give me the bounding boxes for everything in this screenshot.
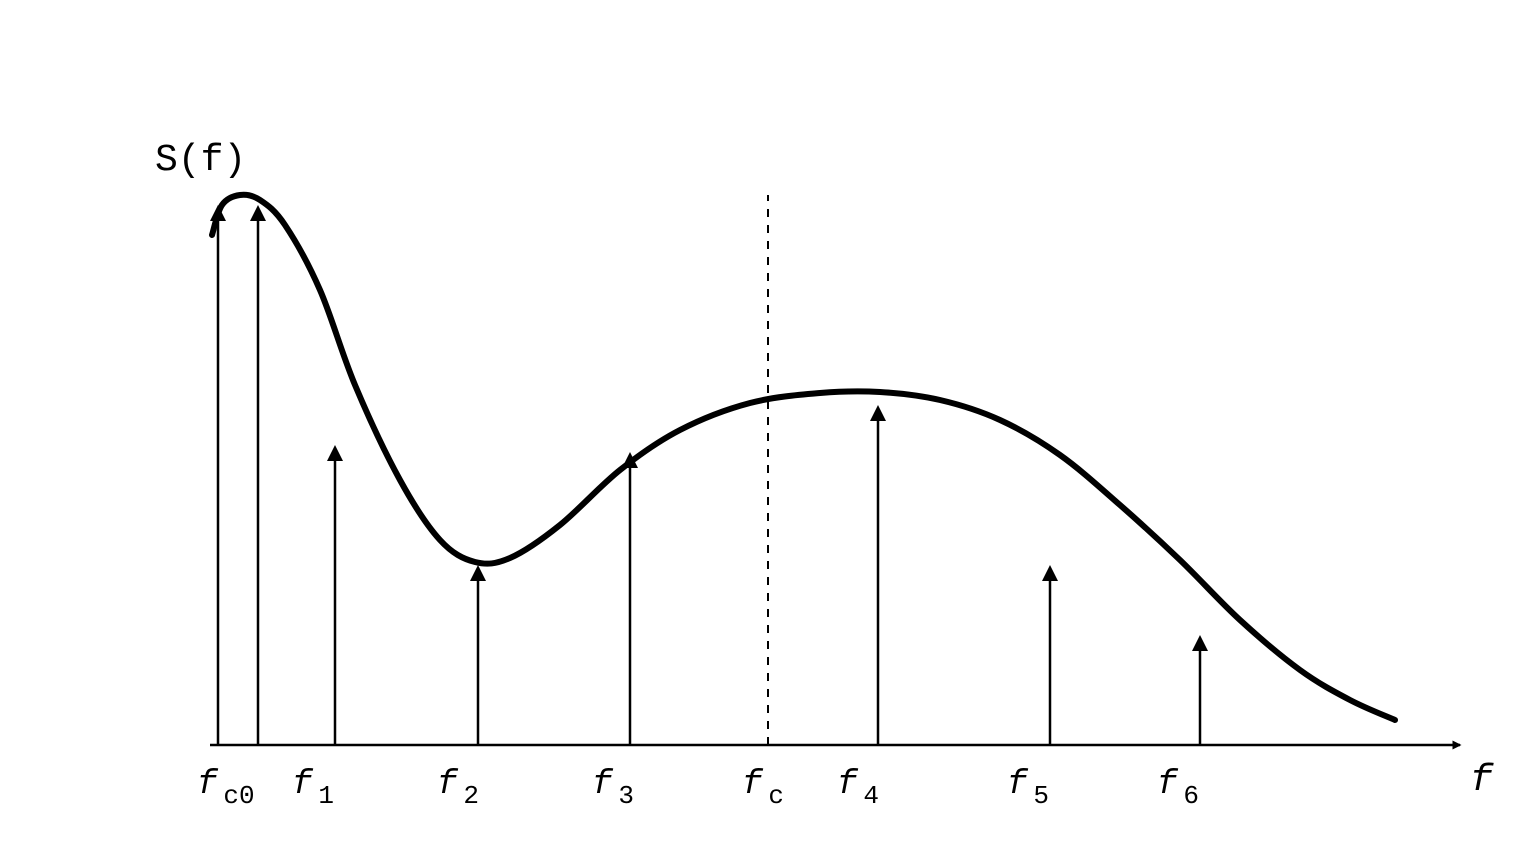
sample-arrowhead-f4 [870,405,886,421]
y-axis-title: S(f) [155,139,246,182]
sample-arrowhead-f6 [1192,635,1208,651]
sample-arrowhead-f5 [1042,565,1058,581]
x-tick-label-fc0: fc0 [197,766,255,811]
x-axis-title: f [1470,759,1494,802]
spectrum-curve [212,195,1395,720]
x-tick-label-f4: f4 [837,766,879,811]
x-tick-label-f6: f6 [1157,766,1199,811]
x-tick-label-f3: f3 [592,766,634,811]
sample-arrowhead-f2 [470,565,486,581]
spectrum-chart: S(f) f fc0 f1 f2 f3 fc f4 f5 f6 [0,0,1536,867]
x-tick-label-f2: f2 [437,766,479,811]
x-tick-label-f5: f5 [1007,766,1049,811]
x-tick-label-fc: fc [742,766,784,811]
sample-arrowhead-f1 [327,445,343,461]
sample-arrowhead-fc0_b [250,205,266,221]
x-tick-label-f1: f1 [292,766,334,811]
